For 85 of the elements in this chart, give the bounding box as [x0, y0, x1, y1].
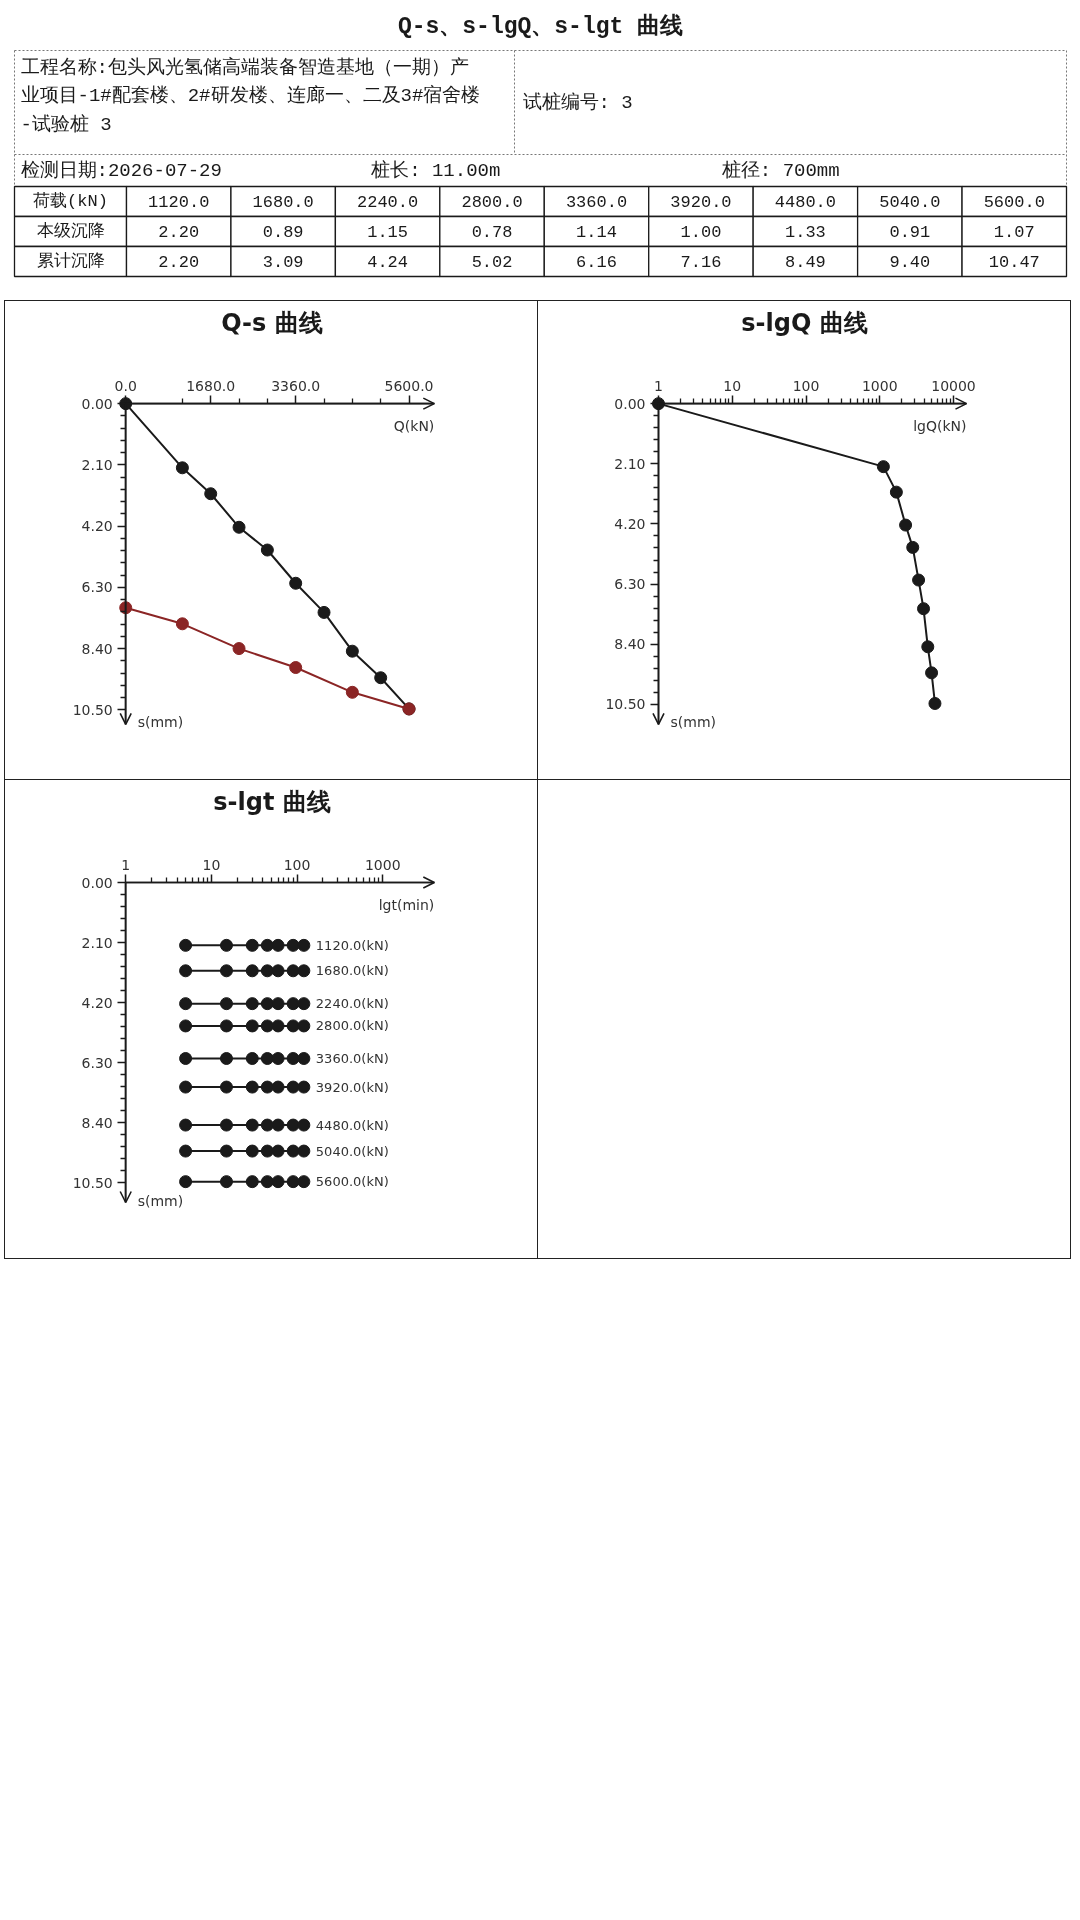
x-tick-label: 5600.0: [983, 193, 1045, 212]
x-tick-label: 10: [723, 377, 742, 394]
data-label: 0.78: [471, 223, 513, 242]
x-axis-title: lgQ(kN): [913, 417, 967, 434]
y-tick-label: 2.10: [614, 455, 646, 472]
x-tick-label: 2240.0: [357, 193, 419, 212]
x-tick-label: 100: [283, 856, 311, 873]
y-tick-label: 0.00: [81, 395, 113, 412]
x-tick-label: 2800.0: [461, 193, 523, 212]
y-tick-label: 8.40: [614, 636, 646, 653]
text: 试桩编号: 3: [522, 90, 633, 114]
x-tick-label: 10000: [931, 377, 976, 394]
series-label: 1680.0(kN): [315, 963, 389, 979]
x-axis-title: 荷载(kN): [33, 191, 108, 211]
y-tick-label: 6.30: [614, 576, 646, 593]
y-tick-label: 本级沉降: [36, 222, 105, 241]
text: 工程名称:包头风光氢储高端装备智造基地（一期）产业项目-1#配套楼、2#研发楼、连廊一、二及3#宿舍楼-试验桩 3: [20, 55, 481, 136]
chart-title: Q-s、s-lgQ、s-lgt 曲线: [397, 12, 684, 40]
y-axis-title: s(mm): [670, 714, 716, 731]
data-label: 2.20: [158, 223, 200, 242]
x-tick-label: 3360.0: [271, 377, 321, 394]
series-label: 1120.0(kN): [315, 937, 389, 953]
series-label: 2240.0(kN): [315, 996, 389, 1012]
y-tick-label: 2.10: [81, 456, 113, 473]
x-axis-title: lgt(min): [378, 896, 435, 913]
x-tick-label: 1680.0: [186, 377, 236, 394]
x-axis-title: Q(kN): [393, 417, 435, 434]
x-tick-label: 10: [202, 856, 221, 873]
data-label: 4.24: [367, 253, 409, 272]
y-tick-label: 8.40: [81, 640, 113, 657]
y-tick-label: 累计沉降: [36, 252, 105, 271]
chart-title: s-lgt 曲线: [213, 787, 331, 816]
y-tick-label: 6.30: [81, 579, 113, 596]
data-label: 0.91: [889, 223, 931, 242]
data-label: 1.14: [576, 223, 617, 242]
x-tick-label: 3920.0: [670, 193, 732, 212]
series-label: 3920.0(kN): [315, 1079, 389, 1095]
y-axis-title: s(mm): [137, 1192, 184, 1209]
y-tick-label: 10.50: [605, 696, 646, 713]
y-tick-label: 2.10: [81, 934, 113, 951]
y-tick-label: 6.30: [81, 1054, 113, 1071]
x-tick-label: 5600.0: [384, 377, 434, 394]
data-label: 3.09: [262, 253, 304, 272]
data-label: 2.20: [158, 253, 200, 272]
x-tick-label: 1000: [364, 856, 401, 873]
text: 桩长: 11.00m: [370, 158, 501, 182]
y-tick-label: 4.20: [81, 994, 113, 1011]
x-tick-label: 1120.0: [148, 193, 210, 212]
text: 检测日期:2026-07-29: [20, 159, 222, 182]
series-label: 2800.0(kN): [315, 1018, 389, 1034]
y-tick-label: 8.40: [81, 1114, 113, 1131]
data-label: 0.89: [262, 223, 304, 242]
y-tick-label: 0.00: [614, 395, 646, 412]
data-label: 1.00: [680, 223, 722, 242]
series-label: 4480.0(kN): [315, 1117, 389, 1133]
y-tick-label: 10.50: [72, 1174, 113, 1191]
data-label: 1.33: [784, 223, 826, 242]
chart-title: Q-s 曲线: [221, 308, 323, 337]
data-label: 1.15: [367, 223, 409, 242]
x-tick-label: 5040.0: [879, 193, 941, 212]
y-axis-title: s(mm): [137, 714, 184, 731]
chart-title: s-lgQ 曲线: [741, 308, 868, 337]
text: 桩径: 700mm: [720, 158, 840, 182]
y-tick-label: 10.50: [72, 701, 113, 718]
y-tick-label: 4.20: [614, 515, 646, 532]
x-tick-label: 1: [121, 856, 131, 873]
x-tick-label: 0.0: [114, 377, 137, 394]
x-tick-label: 4480.0: [774, 193, 836, 212]
x-tick-label: 1680.0: [252, 193, 314, 212]
y-tick-label: 4.20: [81, 518, 113, 535]
x-tick-label: 1: [654, 377, 663, 394]
data-label: 8.49: [784, 253, 826, 272]
data-label: 6.16: [576, 253, 617, 272]
data-label: 10.47: [988, 253, 1040, 272]
x-tick-label: 1000: [861, 377, 898, 394]
x-tick-label: 3360.0: [565, 193, 628, 212]
y-tick-label: 0.00: [81, 874, 113, 891]
x-tick-label: 100: [792, 377, 820, 394]
data-label: 1.07: [993, 223, 1035, 242]
data-label: 7.16: [680, 253, 722, 272]
series-label: 5600.0(kN): [315, 1174, 389, 1190]
data-label: 9.40: [889, 253, 931, 272]
series-label: 5040.0(kN): [315, 1143, 389, 1159]
series-label: 3360.0(kN): [315, 1051, 389, 1066]
data-label: 5.02: [471, 253, 513, 272]
